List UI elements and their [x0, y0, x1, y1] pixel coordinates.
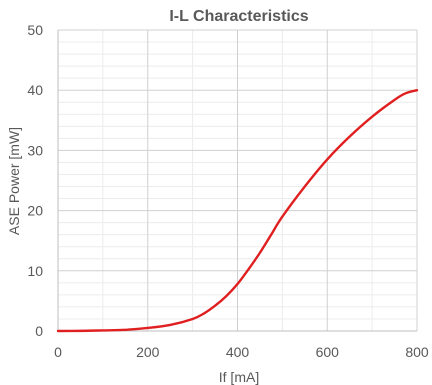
- y-axis-label: ASE Power [mW]: [6, 127, 22, 235]
- x-tick-label: 400: [226, 344, 250, 360]
- y-tick-label: 40: [27, 82, 43, 98]
- x-tick-label: 0: [54, 344, 62, 360]
- grid: [57, 29, 418, 332]
- y-tick-label: 30: [27, 142, 43, 158]
- x-tick-label: 800: [405, 344, 429, 360]
- y-tick-label: 20: [27, 203, 43, 219]
- series-line: [56, 89, 419, 333]
- y-tick-label: 0: [35, 323, 43, 339]
- x-tick-label: 200: [136, 344, 160, 360]
- x-axis-label: If [mA]: [219, 369, 259, 385]
- tick-labels: 0 10 20 30 40 50 0 200 400 600 800: [27, 22, 428, 360]
- x-tick-label: 600: [316, 344, 340, 360]
- series: [56, 89, 419, 333]
- chart-title: I-L Characteristics: [169, 8, 308, 25]
- y-tick-label: 50: [27, 22, 43, 38]
- y-tick-label: 10: [27, 263, 43, 279]
